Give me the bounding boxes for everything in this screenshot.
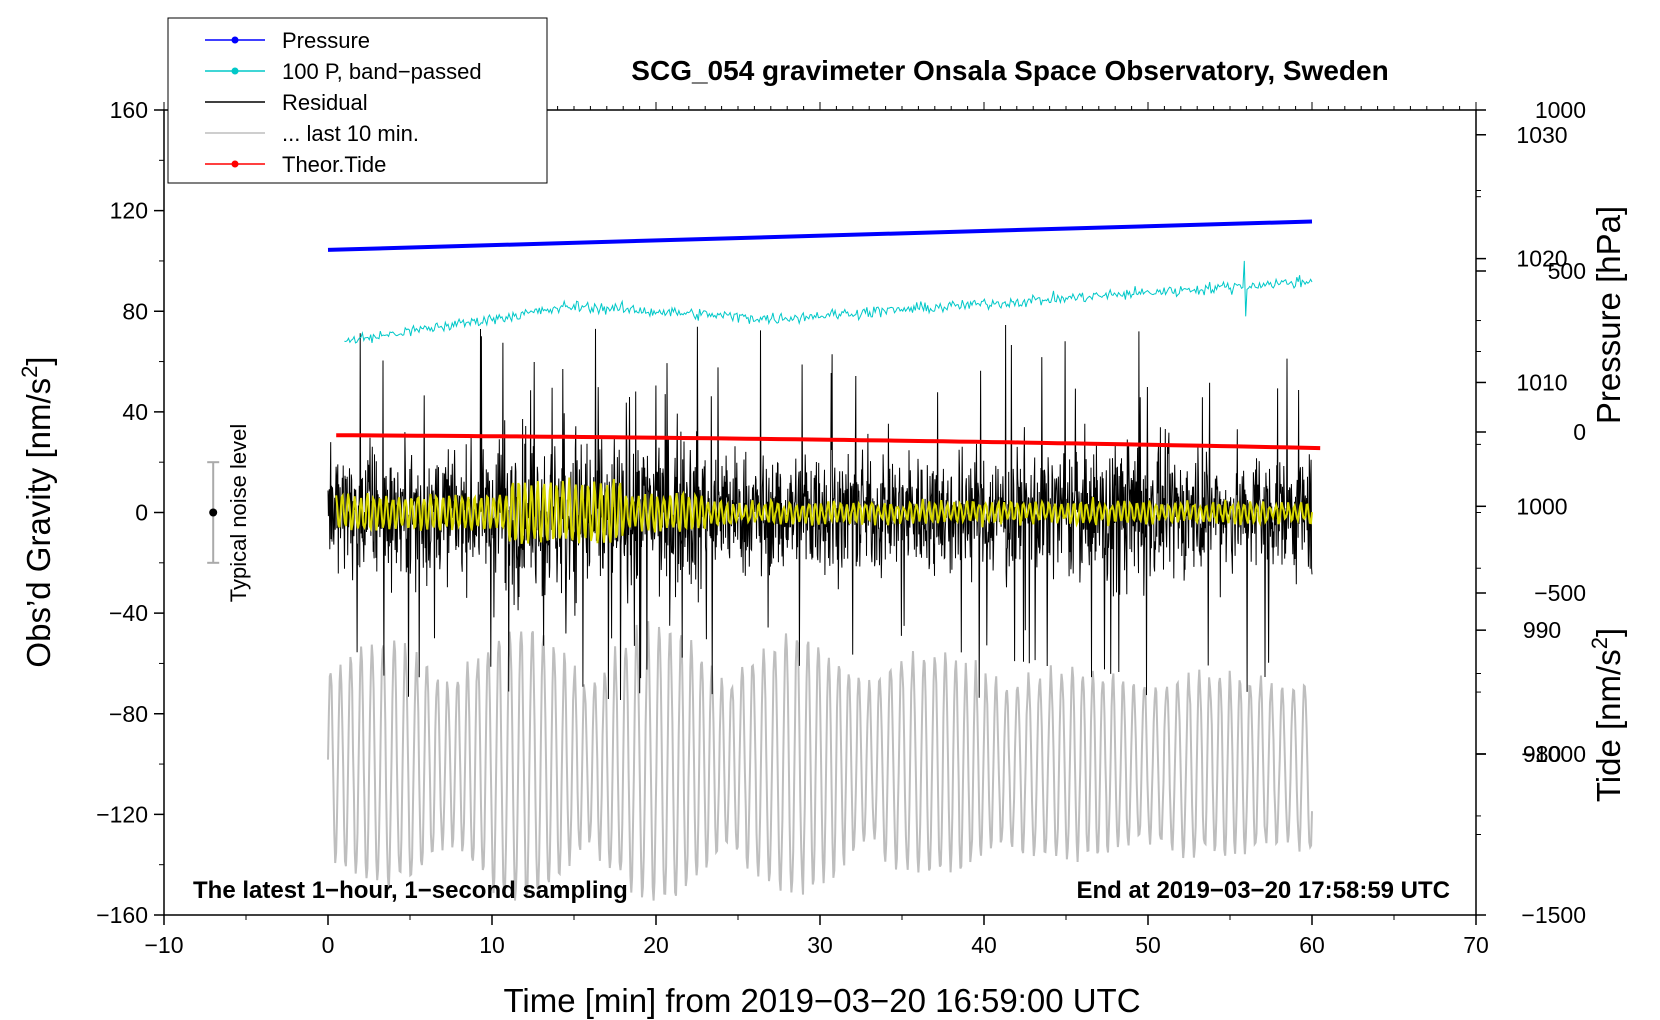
noise-center-dot	[209, 508, 218, 517]
tide-tick-label: −500	[1534, 580, 1586, 606]
tide-tick-label: 0	[1573, 419, 1586, 445]
legend-marker	[231, 36, 239, 44]
y-axis-label-left: Obs’d Gravity [nm/s2]	[17, 356, 57, 667]
annotation-latest-hour: The latest 1−hour, 1−second sampling	[193, 877, 628, 904]
x-tick-label: 50	[1135, 932, 1161, 958]
y-tick-label: 80	[122, 298, 148, 324]
pressure-tick-label: 1020	[1516, 246, 1567, 272]
y-tick-label: −80	[109, 701, 148, 727]
y-tick-label: 120	[110, 198, 148, 224]
ticks-layer: −10 0 10 20 30 40 50 60 7016012080400−40−80−120−…	[96, 97, 1586, 958]
y-tick-label: −160	[96, 902, 148, 928]
tide-tick-label: −1500	[1521, 902, 1586, 928]
y-axis-label-tide: Tide [nm/s2]	[1587, 628, 1627, 802]
series-layer	[327, 219, 1321, 901]
legend-marker	[231, 67, 239, 75]
y-axis-label-pressure: Pressure [hPa]	[1590, 206, 1627, 424]
x-tick-label: 30	[807, 932, 833, 958]
y-tick-label: 40	[122, 399, 148, 425]
x-tick-label: 20	[643, 932, 669, 958]
legend-label: Pressure	[282, 28, 370, 53]
y-tick-label: 160	[110, 97, 148, 123]
pressure-tick-label: 1000	[1516, 493, 1567, 519]
noise-indicator	[207, 461, 220, 564]
y-tick-label: 0	[135, 500, 148, 526]
series-theoretical-tide	[336, 433, 1321, 451]
series-last-10-min	[327, 621, 1313, 901]
x-tick-label: 40	[971, 932, 997, 958]
y-tick-label: −40	[109, 600, 148, 626]
series-filtered-residual	[335, 477, 1313, 544]
noise-level-label: Typical noise level	[226, 424, 251, 603]
x-tick-label: 0	[322, 932, 335, 958]
x-tick-label: 70	[1463, 932, 1489, 958]
annotation-end-time: End at 2019−03−20 17:58:59 UTC	[1076, 877, 1450, 904]
pressure-tick-label: 1030	[1516, 122, 1567, 148]
tide-tick-label: −1000	[1521, 741, 1586, 767]
x-tick-label: −10	[144, 932, 183, 958]
tide-tick-label: 500	[1548, 258, 1586, 284]
legend-label: ... last 10 min.	[282, 121, 419, 146]
tide-tick-label: 1000	[1535, 97, 1586, 123]
legend-label: Theor.Tide	[282, 152, 386, 177]
y-tick-label: −120	[96, 801, 148, 827]
legend: Pressure 100 P, band−passed Residual ... la…	[167, 17, 548, 184]
legend-label: Residual	[282, 90, 368, 115]
series-pressure	[327, 219, 1313, 252]
pressure-tick-label: 980	[1523, 741, 1561, 767]
legend-marker	[231, 160, 239, 168]
chart-title: SCG_054 gravimeter Onsala Space Observat…	[631, 55, 1388, 86]
series-band-passed-pressure	[344, 260, 1313, 344]
x-axis-label: Time [min] from 2019−03−20 16:59:00 UTC	[503, 982, 1140, 1019]
pressure-tick-label: 990	[1523, 617, 1561, 643]
legend-box	[167, 17, 548, 184]
pressure-tick-label: 1010	[1516, 369, 1567, 395]
legend-label: 100 P, band−passed	[282, 59, 482, 84]
x-tick-label: 60	[1299, 932, 1325, 958]
x-tick-label: 10	[479, 932, 505, 958]
